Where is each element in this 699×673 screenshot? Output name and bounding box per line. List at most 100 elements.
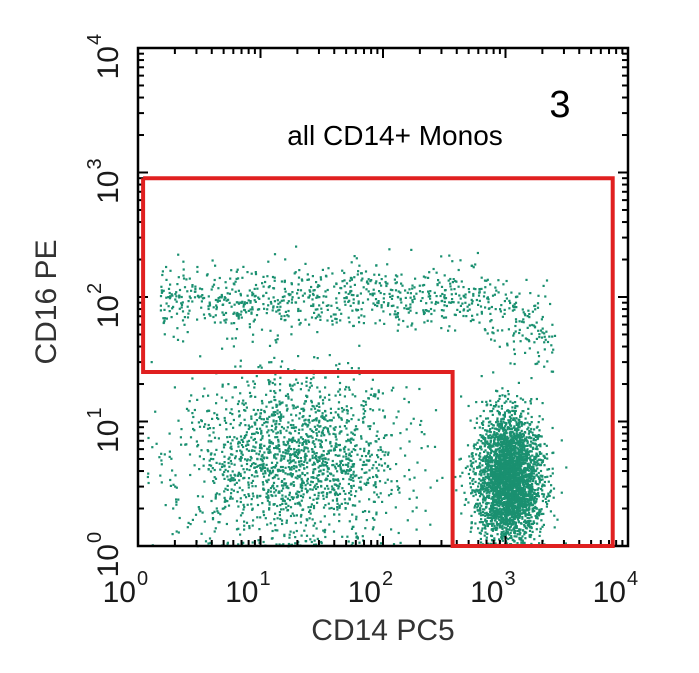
data-point bbox=[274, 473, 277, 477]
data-point bbox=[542, 454, 545, 457]
data-point bbox=[532, 439, 535, 442]
data-point bbox=[503, 411, 507, 414]
data-point bbox=[420, 419, 423, 423]
data-point bbox=[520, 539, 523, 542]
data-point bbox=[304, 439, 307, 442]
data-point bbox=[297, 439, 300, 442]
data-point bbox=[330, 506, 333, 510]
data-point bbox=[489, 410, 492, 413]
data-point bbox=[288, 536, 291, 539]
data-point bbox=[355, 518, 358, 521]
data-point bbox=[515, 446, 518, 449]
data-point bbox=[527, 509, 530, 512]
data-point bbox=[170, 457, 173, 460]
data-point bbox=[337, 444, 340, 447]
data-point bbox=[501, 445, 504, 448]
data-point bbox=[269, 451, 272, 454]
data-point bbox=[500, 464, 503, 467]
data-point bbox=[214, 497, 217, 500]
data-point bbox=[530, 427, 533, 431]
data-point bbox=[258, 416, 261, 420]
data-point bbox=[316, 386, 319, 389]
data-point bbox=[529, 491, 532, 494]
data-point bbox=[299, 504, 302, 507]
data-point bbox=[298, 469, 301, 472]
data-point bbox=[338, 485, 341, 488]
data-point bbox=[508, 469, 511, 472]
data-point bbox=[483, 490, 486, 493]
data-point bbox=[270, 466, 273, 469]
data-point bbox=[280, 457, 283, 460]
data-point bbox=[556, 518, 559, 521]
data-point bbox=[224, 443, 227, 446]
data-point bbox=[510, 529, 513, 532]
data-point bbox=[322, 460, 325, 463]
data-point bbox=[332, 487, 335, 490]
data-point bbox=[324, 460, 327, 464]
data-point bbox=[469, 530, 472, 533]
data-point bbox=[482, 409, 485, 413]
data-point bbox=[322, 472, 325, 475]
data-point bbox=[338, 443, 341, 447]
data-point bbox=[281, 469, 284, 472]
data-point bbox=[466, 465, 469, 468]
data-point bbox=[279, 415, 282, 418]
data-point bbox=[271, 413, 274, 416]
data-point bbox=[470, 492, 473, 495]
data-point bbox=[210, 440, 213, 443]
data-point bbox=[335, 321, 338, 324]
data-point bbox=[492, 471, 495, 474]
data-point bbox=[318, 457, 321, 460]
data-point bbox=[337, 414, 340, 417]
data-point bbox=[498, 505, 501, 508]
data-point bbox=[231, 413, 234, 416]
data-point bbox=[488, 478, 491, 481]
data-point bbox=[520, 433, 523, 436]
data-point bbox=[376, 430, 379, 433]
data-point bbox=[524, 475, 527, 478]
data-point bbox=[520, 489, 523, 492]
data-point bbox=[288, 462, 291, 465]
data-point bbox=[338, 513, 341, 516]
data-point bbox=[363, 415, 366, 419]
data-point bbox=[217, 521, 220, 524]
data-point bbox=[278, 514, 281, 517]
data-point bbox=[505, 471, 508, 474]
data-point bbox=[296, 474, 299, 477]
data-point bbox=[494, 515, 497, 518]
data-point bbox=[368, 427, 371, 431]
data-point bbox=[475, 453, 478, 456]
data-point bbox=[479, 514, 482, 517]
data-point bbox=[514, 506, 517, 509]
data-point bbox=[513, 362, 516, 366]
data-point bbox=[335, 438, 338, 441]
data-point bbox=[510, 454, 513, 457]
data-point bbox=[359, 486, 362, 489]
data-point bbox=[343, 300, 346, 303]
data-point bbox=[507, 508, 510, 511]
data-point bbox=[270, 461, 274, 464]
data-point bbox=[232, 477, 235, 480]
data-point bbox=[253, 475, 256, 478]
data-point bbox=[262, 475, 266, 478]
data-point bbox=[478, 464, 481, 467]
data-point bbox=[289, 423, 292, 427]
data-point bbox=[346, 433, 349, 436]
data-point bbox=[199, 510, 202, 513]
data-point bbox=[349, 459, 352, 462]
data-point bbox=[194, 285, 197, 288]
data-point bbox=[242, 403, 246, 406]
data-point bbox=[482, 476, 485, 480]
data-point bbox=[346, 464, 349, 467]
data-point bbox=[229, 495, 232, 498]
data-point bbox=[217, 511, 220, 514]
data-point bbox=[522, 479, 525, 482]
data-point bbox=[507, 411, 510, 414]
data-point bbox=[338, 416, 341, 419]
data-point bbox=[507, 505, 510, 508]
data-point bbox=[352, 470, 355, 473]
data-point bbox=[546, 457, 549, 460]
data-point bbox=[534, 447, 537, 450]
data-point bbox=[341, 471, 344, 474]
data-point bbox=[539, 458, 542, 462]
